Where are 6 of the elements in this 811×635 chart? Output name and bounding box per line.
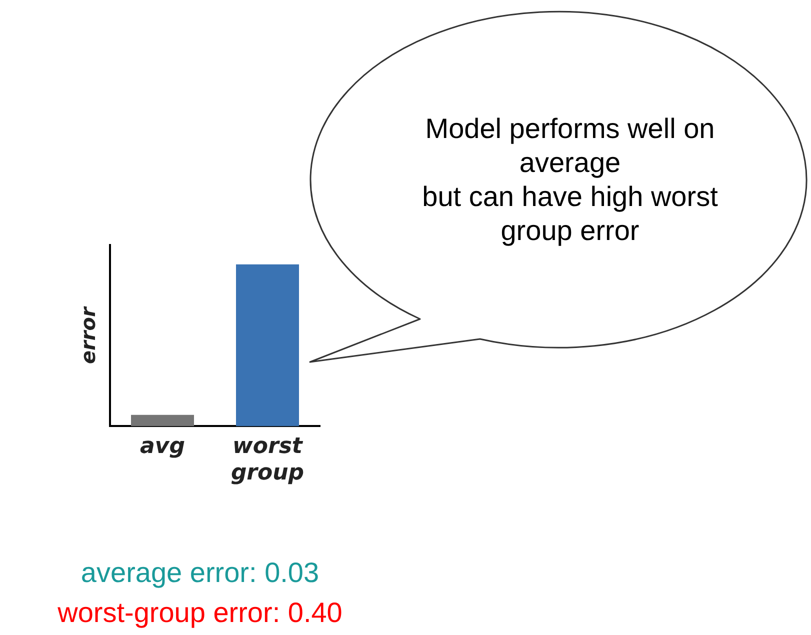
- text: worst-group error: 0.40: [56, 596, 344, 630]
- text: average error: 0.03: [80, 556, 320, 590]
- text: Model performs well on average but can have high worst group error: [421, 112, 719, 248]
- x-tick-label: avg: [140, 434, 185, 460]
- x-tick-label: worst group: [230, 434, 304, 486]
- y-axis-title: error: [76, 306, 100, 364]
